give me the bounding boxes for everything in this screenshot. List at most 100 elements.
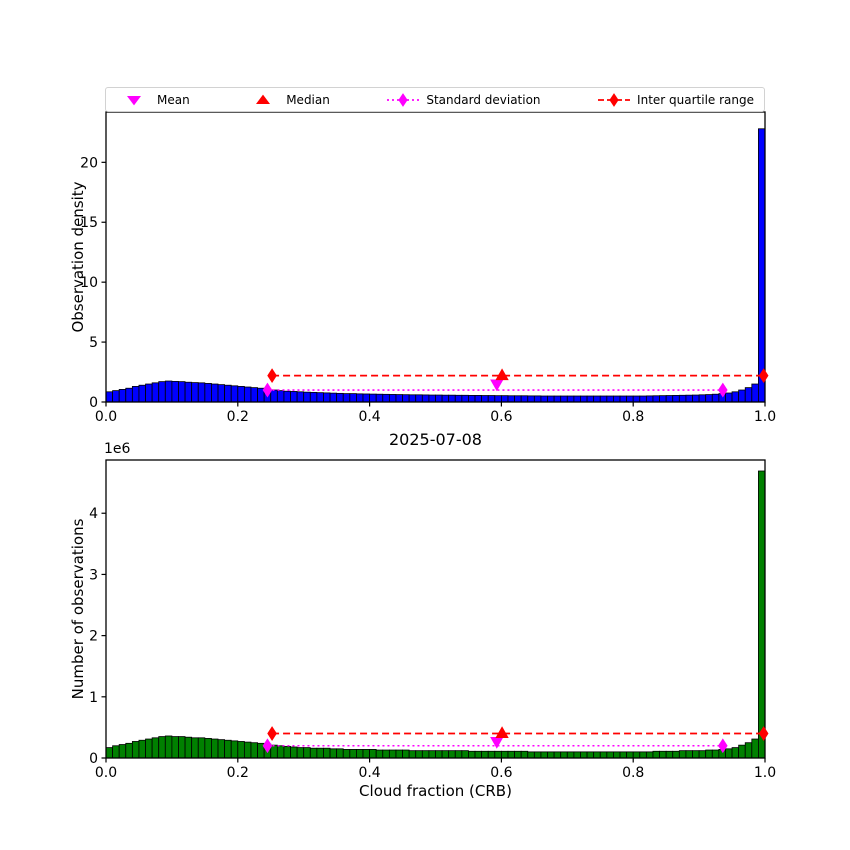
histogram-bar [685, 750, 693, 759]
histogram-bar [191, 737, 199, 759]
histogram-bar [692, 750, 700, 759]
iqr-diamond [267, 726, 277, 741]
histogram-bar [441, 750, 450, 759]
histogram-bar [369, 749, 377, 759]
histogram-bar [296, 391, 305, 403]
histogram-bar [751, 738, 759, 759]
histogram-bar [725, 392, 733, 403]
y-tick-label: 4 [89, 506, 98, 522]
histogram-bar [178, 381, 186, 403]
histogram-bar [731, 391, 740, 403]
histogram-bar [375, 749, 384, 759]
histogram-bar [105, 391, 113, 403]
histogram-bar [435, 750, 443, 759]
histogram-bar [593, 395, 601, 403]
histogram-bar [626, 751, 634, 759]
histogram-bar [164, 380, 173, 403]
histogram-bar [217, 739, 226, 759]
histogram-bar [270, 744, 278, 759]
histogram-bar [533, 395, 542, 403]
histogram-bar [270, 389, 278, 403]
histogram-bar [158, 736, 166, 759]
histogram-bar [573, 751, 581, 759]
bottom-plot-xlabel: Cloud fraction (CRB) [359, 782, 512, 800]
iqr-diamond [267, 368, 277, 384]
histogram-bar [316, 747, 324, 759]
triangle-up-glyph [256, 94, 271, 104]
histogram-bar [243, 386, 252, 403]
histogram-bar [118, 744, 127, 759]
histogram-bar [738, 744, 746, 759]
histogram-bar [731, 747, 740, 759]
diamond-glyph [609, 92, 619, 107]
histogram-bar [639, 751, 647, 759]
x-tick-label: 0.2 [227, 409, 249, 425]
legend: Mean Median Standard deviation Inter qua… [105, 87, 765, 112]
histogram-bar [369, 393, 377, 403]
legend-label-median: Median [286, 92, 330, 107]
histogram-bar [672, 750, 680, 759]
histogram-bar [652, 395, 660, 403]
histogram-bar [217, 384, 226, 403]
legend-label-standard-deviation: Standard deviation [426, 92, 541, 107]
histogram-bar [211, 383, 219, 403]
histogram-bar [514, 750, 522, 759]
histogram-bar [448, 750, 456, 759]
y-tick-label: 15 [80, 215, 98, 231]
histogram-bar [290, 391, 298, 403]
histogram-bar [448, 394, 456, 403]
std-marker-icon [385, 92, 421, 108]
legend-item-standard-deviation: Standard deviation [385, 92, 541, 108]
histogram-bar [678, 394, 687, 403]
median-marker [495, 368, 509, 381]
histogram-bar [487, 750, 496, 759]
x-tick-label: 0.0 [95, 409, 117, 425]
histogram-bar [230, 385, 239, 403]
histogram-bar [421, 750, 430, 759]
x-tick-label: 0.8 [622, 409, 644, 425]
histogram-bar [395, 749, 403, 759]
histogram-bar [237, 741, 245, 759]
histogram-bar [395, 394, 403, 403]
histogram-bar [454, 750, 463, 759]
histogram-bar [428, 750, 436, 759]
histogram-bar [243, 741, 252, 759]
histogram-bar [560, 395, 568, 403]
histogram-bar [494, 395, 502, 403]
histogram-bar [566, 751, 575, 759]
histogram-bar [758, 128, 766, 403]
histogram-bar [105, 747, 113, 759]
x-tick-label: 1.0 [754, 765, 776, 781]
histogram-bar [566, 395, 575, 403]
histogram-bar [619, 395, 628, 403]
histogram-bar [323, 392, 331, 403]
histogram-bar [224, 384, 232, 403]
histogram-bar [184, 381, 193, 403]
histogram-bar [632, 751, 641, 759]
x-tick-label: 0.4 [358, 765, 380, 781]
histogram-bar [705, 394, 713, 403]
mean-marker [490, 379, 504, 392]
observation-count-histogram: 0.0 0.2 0.4 0.6 0.8 1.0 0 1 2 3 4 1e6 [89, 441, 776, 781]
mean-marker-icon [116, 92, 152, 108]
histogram-bar [547, 395, 555, 403]
iqr-marker-icon [596, 92, 632, 108]
axes-frame [105, 459, 766, 759]
histogram-bar [171, 736, 179, 759]
legend-label-iqr: Inter quartile range [637, 92, 754, 107]
y-tick-label: 3 [89, 567, 98, 583]
histogram-bar [296, 747, 305, 759]
histogram-bar [711, 749, 720, 759]
histogram-bar [158, 381, 166, 403]
histogram-bar [382, 749, 390, 759]
histogram-bar [599, 395, 608, 403]
y-tick-label: 2 [89, 629, 98, 645]
histogram-bar [230, 740, 239, 759]
x-tick-label: 1.0 [754, 409, 776, 425]
histogram-bar [500, 750, 509, 759]
histogram-bar [573, 395, 581, 403]
histogram-bar [540, 751, 548, 759]
histogram-bar [645, 395, 654, 403]
histogram-bar [388, 749, 397, 759]
histogram-bar [283, 390, 291, 403]
